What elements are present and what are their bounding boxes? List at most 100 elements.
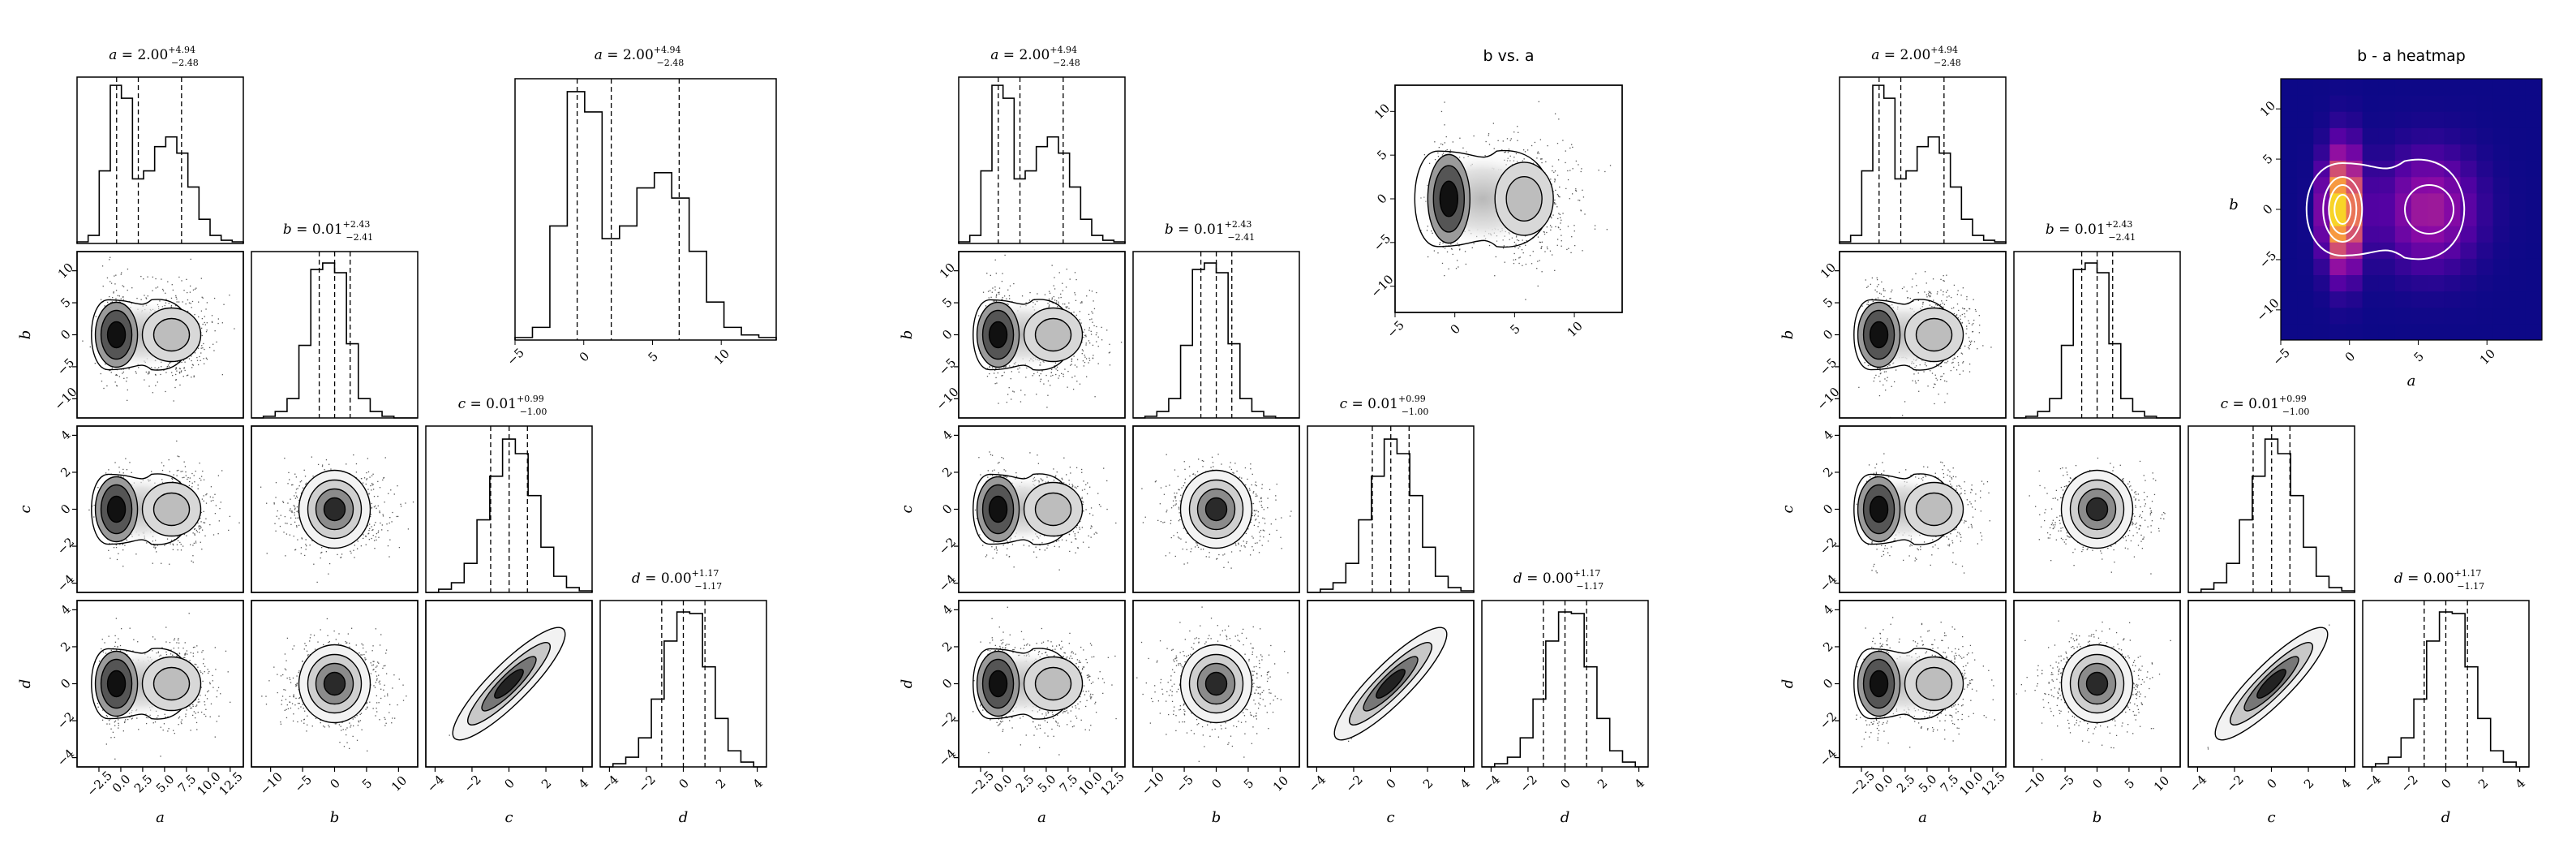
- heatmap-cell: [2329, 291, 2346, 308]
- y-tick-label-b: 10: [1818, 261, 1839, 282]
- heatmap-cell: [2281, 258, 2298, 275]
- x-tick-label-a: 0.0: [109, 772, 134, 796]
- heatmap-cell: [2362, 209, 2380, 226]
- marginal-title-a-display: a = 2.00+4.94 −2.48: [990, 45, 1080, 68]
- inset-title-display: a = 2.00+4.94 −2.48: [595, 45, 684, 68]
- heatmap-cell: [2346, 291, 2363, 308]
- contour-set-b-a: [91, 299, 202, 371]
- histogram-c: [2188, 438, 2355, 593]
- heatmap-cell: [2509, 160, 2527, 178]
- heatmap-cell: [2378, 144, 2396, 161]
- heatmap-cell: [2297, 258, 2314, 275]
- cell-b-a: −10 −5 0 5 10: [933, 251, 1126, 419]
- heatmap-cell: [2313, 307, 2330, 325]
- y-tick-label-c: 4: [58, 428, 73, 443]
- heatmap-cell: [2362, 323, 2380, 341]
- heatmap-cell: [2411, 242, 2428, 259]
- heatmap-cell: [2281, 226, 2298, 243]
- heatmap-cell: [2492, 176, 2510, 194]
- x-tick-label-a: 2.5: [1894, 772, 1918, 796]
- heatmap-cell: [2460, 291, 2477, 308]
- y-tick-label-b: 0: [939, 327, 955, 342]
- heatmap-cell: [2460, 95, 2477, 112]
- heatmap-cell: [2297, 323, 2314, 341]
- heatmap-cell: [2476, 209, 2494, 226]
- heatmap-cell: [2525, 111, 2543, 128]
- x-tick-label-c: 4: [2338, 776, 2354, 791]
- heatmap-cell: [2476, 79, 2494, 96]
- heatmap-cell: [2509, 307, 2527, 325]
- marginal-title-c-display: c = 0.01+0.99 −1.00: [2221, 394, 2310, 417]
- heatmap-cell: [2281, 95, 2298, 112]
- heatmap-cell: [2460, 242, 2477, 259]
- y-tick-label-c: −2: [936, 535, 959, 558]
- heatmap-cell: [2329, 144, 2346, 161]
- heatmap-cell: [2378, 209, 2396, 226]
- heatmap-cell: [2329, 127, 2346, 144]
- x-tick-label-b: 5: [1241, 776, 1256, 791]
- cell-b-b: b = 0.01 +2.43 −2.41b = 0.01+2.43−2.41: [251, 219, 419, 419]
- contour-set-b-a: [1414, 149, 1554, 248]
- heatmap-cell: [2476, 111, 2494, 128]
- heatmap-cell: [2329, 323, 2346, 341]
- heatmap-cell: [2346, 323, 2363, 341]
- heatmap-cell: [2313, 79, 2330, 96]
- heatmap-cell: [2509, 111, 2527, 128]
- heatmap-cell: [2281, 192, 2298, 210]
- cell-c-c: c = 0.01 +0.99 −1.00c = 0.01+0.99−1.00: [425, 394, 593, 593]
- y-tick-label-d: 2: [939, 639, 955, 654]
- histogram-a: [958, 84, 1126, 243]
- x-axis-label-a: a: [1918, 809, 1927, 826]
- y-tick-label-c: −4: [1817, 571, 1840, 594]
- heatmap-cell: [2460, 111, 2477, 128]
- heatmap-cell: [2362, 160, 2380, 178]
- y-tick-label-d: −2: [1817, 709, 1840, 732]
- contour-set-b-a: [972, 299, 1084, 371]
- heatmap-cell: [2362, 192, 2380, 210]
- heatmap-cell: [2428, 291, 2445, 308]
- inset-heatmap-b-a: b - a heatmap −5 0 5 10 −10 −5 0 5 10 a b: [2229, 47, 2543, 390]
- heatmap-cell: [2411, 79, 2428, 96]
- heatmap-cell: [2476, 127, 2494, 144]
- inset-y-label: b: [2229, 196, 2239, 213]
- cell-a-a: a = 2.00 +4.94 −2.48a = 2.00+4.94−2.48: [958, 45, 1126, 244]
- heatmap-cell: [2460, 307, 2477, 325]
- heatmap-cell: [2428, 127, 2445, 144]
- cell-c-c: c = 0.01 +0.99 −1.00c = 0.01+0.99−1.00: [1307, 394, 1475, 593]
- heatmap-cell: [2476, 274, 2494, 292]
- heatmap-cell: [2362, 79, 2380, 96]
- heatmap-cell: [2411, 95, 2428, 112]
- heatmap-cell: [2411, 144, 2428, 161]
- inset-x-tick-label: 10: [1565, 319, 1586, 340]
- x-tick-label-a: 5.0: [153, 772, 178, 796]
- x-tick-label-c: −2: [1342, 773, 1365, 795]
- heatmap-cell: [2476, 95, 2494, 112]
- heatmap-cell: [2444, 323, 2461, 341]
- x-tick-label-d: −4: [2361, 773, 2384, 795]
- contour-left-3: [2333, 194, 2352, 225]
- axes-frame-top: [2013, 425, 2181, 593]
- heatmap-cell: [2378, 258, 2396, 275]
- heatmap-cell: [2525, 226, 2543, 243]
- x-tick-label-a: 7.5: [175, 772, 200, 796]
- heatmap-cell: [2281, 291, 2298, 308]
- heatmap-cell: [2525, 258, 2543, 275]
- inset-y-tick-label: 5: [2260, 151, 2275, 166]
- heatmap-cell: [2476, 258, 2494, 275]
- contour-set-b-a: [1853, 299, 1964, 371]
- heatmap-cell: [2492, 274, 2510, 292]
- cell-c-a: −4 −2 0 2 4: [936, 425, 1126, 595]
- heatmap-cell: [2329, 258, 2346, 275]
- y-tick-label-d: −4: [1817, 746, 1840, 769]
- cell-d-c: −4 −2 0 2 4: [424, 600, 593, 795]
- heatmap-cell: [2281, 127, 2298, 144]
- marginal-title-b-display: b = 0.01+2.43 −2.41: [283, 219, 373, 243]
- y-tick-label-d: −2: [936, 709, 959, 732]
- heatmap-cell: [2362, 274, 2380, 292]
- heatmap-cell: [2428, 111, 2445, 128]
- heatmap-cell: [2394, 144, 2412, 161]
- heatmap-cell: [2346, 79, 2363, 96]
- heatmap-cell: [2281, 144, 2298, 161]
- cell-d-c: −4 −2 0 2 4: [1306, 600, 1475, 795]
- heatmap-cell: [2492, 127, 2510, 144]
